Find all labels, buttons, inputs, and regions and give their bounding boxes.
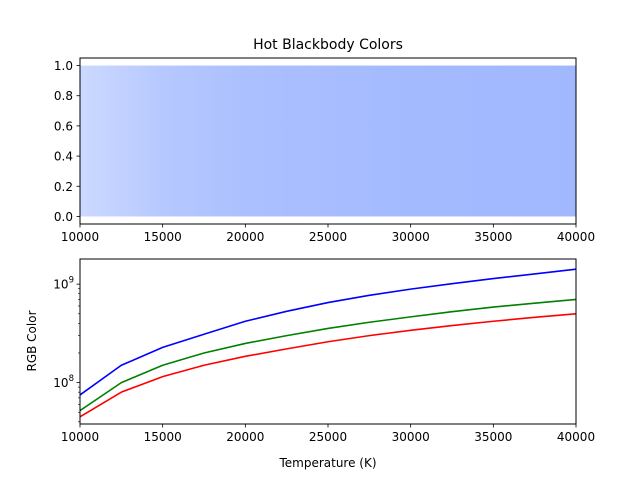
colour-band: [80, 65, 576, 217]
top-x-tick-label: 25000: [309, 230, 347, 244]
top-x-tick-label: 20000: [226, 230, 264, 244]
bottom-x-tick-label: 25000: [309, 430, 347, 444]
series-line-2: [80, 312, 576, 418]
top-x-tick-label: 35000: [474, 230, 512, 244]
bottom-x-tick-label: 10000: [61, 430, 99, 444]
bottom-x-tick-label: 20000: [226, 430, 264, 444]
top-chart-title: Hot Blackbody Colors: [253, 37, 403, 53]
bottom-x-axis-label: Temperature (K): [278, 456, 376, 470]
bottom-x-axis: 10000 15000 20000 25000 30000 35000 40000: [61, 424, 595, 444]
top-y-tick-label: 1.0: [54, 59, 73, 73]
top-y-axis: 0.0 0.2 0.4 0.6 0.8 1.0: [54, 59, 80, 224]
top-y-tick-label: 0.8: [54, 89, 73, 103]
bottom-x-tick-label: 40000: [557, 430, 595, 444]
top-y-tick-label: 0.0: [54, 210, 73, 224]
bottom-y-tick-label: 109: [53, 276, 74, 292]
line-series-layer: [80, 268, 576, 418]
top-x-axis: 10000 15000 20000 25000 30000 35000 40000: [61, 224, 595, 244]
colour-band-layer: [80, 65, 576, 217]
bottom-y-tick-label: 108: [53, 374, 74, 390]
bottom-y-axis-label: RGB Color: [25, 310, 39, 371]
bottom-x-tick-label: 15000: [144, 430, 182, 444]
bottom-x-tick-label: 35000: [474, 430, 512, 444]
series-line-1: [80, 298, 576, 412]
top-y-tick-label: 0.6: [54, 119, 73, 133]
top-x-tick-label: 15000: [144, 230, 182, 244]
top-y-tick-label: 0.4: [54, 150, 73, 164]
top-x-tick-label: 30000: [392, 230, 430, 244]
series-line-0: [80, 268, 576, 396]
bottom-y-axis: 108 109: [53, 276, 80, 423]
top-x-tick-label: 40000: [557, 230, 595, 244]
top-x-tick-label: 10000: [61, 230, 99, 244]
top-y-tick-label: 0.2: [54, 180, 73, 194]
bottom-x-tick-label: 30000: [392, 430, 430, 444]
